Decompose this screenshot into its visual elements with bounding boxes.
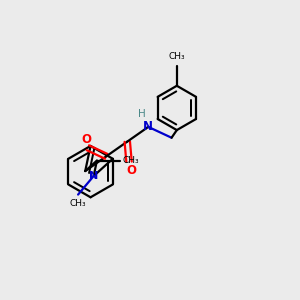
Text: N: N (143, 120, 153, 134)
Text: O: O (82, 134, 92, 146)
Text: H: H (138, 109, 146, 119)
Text: CH₃: CH₃ (70, 200, 86, 208)
Text: O: O (127, 164, 137, 178)
Text: CH₃: CH₃ (169, 52, 185, 62)
Text: N: N (89, 171, 98, 181)
Text: CH₃: CH₃ (123, 156, 139, 165)
